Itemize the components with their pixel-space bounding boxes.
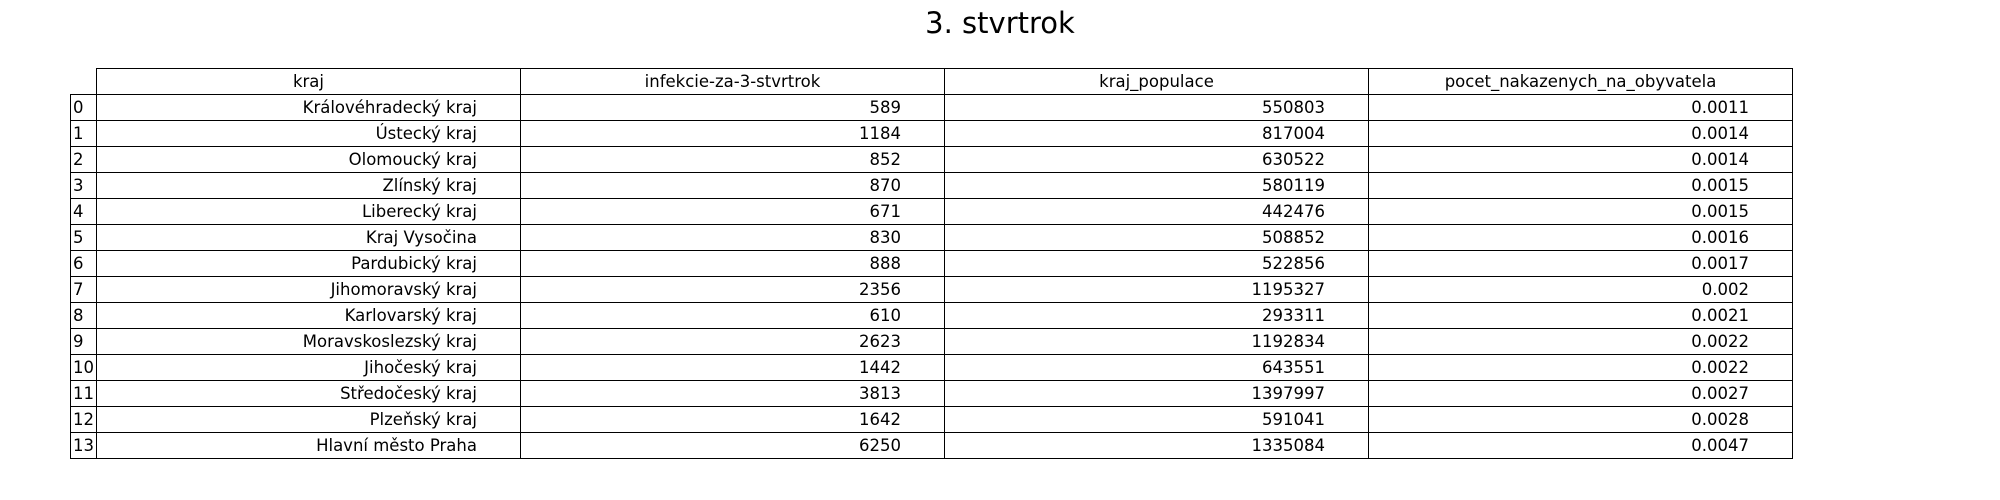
cell-populace: 550803 (944, 94, 1369, 121)
table-row: 12 Plzeňský kraj 1642 591041 0.0028 (70, 406, 1793, 433)
cell-infekcie: 852 (520, 146, 945, 173)
cell-pocet-na-obyvatela: 0.002 (1368, 276, 1793, 303)
row-index: 9 (70, 328, 97, 355)
cell-populace: 591041 (944, 406, 1369, 433)
row-index: 12 (70, 406, 97, 433)
row-index: 7 (70, 276, 97, 303)
cell-infekcie: 1442 (520, 354, 945, 381)
cell-pocet-na-obyvatela: 0.0011 (1368, 94, 1793, 121)
table-row: 9 Moravskoslezský kraj 2623 1192834 0.0022 (70, 328, 1793, 355)
cell-infekcie: 830 (520, 224, 945, 251)
cell-populace: 1397997 (944, 380, 1369, 407)
cell-pocet-na-obyvatela: 0.0022 (1368, 328, 1793, 355)
table-row: 2 Olomoucký kraj 852 630522 0.0014 (70, 146, 1793, 173)
row-index: 8 (70, 302, 97, 329)
table-row: 3 Zlínský kraj 870 580119 0.0015 (70, 172, 1793, 199)
cell-infekcie: 3813 (520, 380, 945, 407)
table-row: 13 Hlavní město Praha 6250 1335084 0.0047 (70, 432, 1793, 459)
cell-kraj: Hlavní město Praha (96, 432, 521, 459)
cell-populace: 293311 (944, 302, 1369, 329)
cell-kraj: Plzeňský kraj (96, 406, 521, 433)
cell-kraj: Středočeský kraj (96, 380, 521, 407)
cell-infekcie: 888 (520, 250, 945, 277)
cell-populace: 643551 (944, 354, 1369, 381)
column-header-infekcie: infekcie-za-3-stvrtrok (520, 68, 945, 95)
cell-populace: 1192834 (944, 328, 1369, 355)
table-row: 8 Karlovarský kraj 610 293311 0.0021 (70, 302, 1793, 329)
cell-kraj: Královéhradecký kraj (96, 94, 521, 121)
cell-populace: 817004 (944, 120, 1369, 147)
cell-kraj: Kraj Vysočina (96, 224, 521, 251)
column-header-populace: kraj_populace (944, 68, 1369, 95)
table-row: 1 Ústecký kraj 1184 817004 0.0014 (70, 120, 1793, 147)
cell-kraj: Karlovarský kraj (96, 302, 521, 329)
cell-populace: 1335084 (944, 432, 1369, 459)
cell-populace: 580119 (944, 172, 1369, 199)
table-row: 7 Jihomoravský kraj 2356 1195327 0.002 (70, 276, 1793, 303)
cell-populace: 630522 (944, 146, 1369, 173)
cell-populace: 442476 (944, 198, 1369, 225)
table-row: 11 Středočeský kraj 3813 1397997 0.0027 (70, 380, 1793, 407)
cell-pocet-na-obyvatela: 0.0014 (1368, 120, 1793, 147)
table-row: 5 Kraj Vysočina 830 508852 0.0016 (70, 224, 1793, 251)
cell-kraj: Ústecký kraj (96, 120, 521, 147)
column-header-pocet-na-obyvatela: pocet_nakazenych_na_obyvatela (1368, 68, 1793, 95)
row-index: 5 (70, 224, 97, 251)
cell-kraj: Liberecký kraj (96, 198, 521, 225)
cell-kraj: Pardubický kraj (96, 250, 521, 277)
table-row: 10 Jihočeský kraj 1442 643551 0.0022 (70, 354, 1793, 381)
cell-populace: 508852 (944, 224, 1369, 251)
cell-infekcie: 2623 (520, 328, 945, 355)
cell-pocet-na-obyvatela: 0.0017 (1368, 250, 1793, 277)
cell-infekcie: 2356 (520, 276, 945, 303)
table-row: 4 Liberecký kraj 671 442476 0.0015 (70, 198, 1793, 225)
cell-pocet-na-obyvatela: 0.0028 (1368, 406, 1793, 433)
row-index: 11 (70, 380, 97, 407)
cell-populace: 522856 (944, 250, 1369, 277)
cell-kraj: Moravskoslezský kraj (96, 328, 521, 355)
table-row: 0 Královéhradecký kraj 589 550803 0.0011 (70, 94, 1793, 121)
row-index: 3 (70, 172, 97, 199)
column-header-kraj: kraj (96, 68, 521, 95)
cell-kraj: Olomoucký kraj (96, 146, 521, 173)
row-index: 0 (70, 94, 97, 121)
table-body: 0 Královéhradecký kraj 589 550803 0.0011 1 Úst… (70, 94, 1793, 459)
cell-pocet-na-obyvatela: 0.0047 (1368, 432, 1793, 459)
index-header-corner (70, 68, 97, 95)
table-row: 6 Pardubický kraj 888 522856 0.0017 (70, 250, 1793, 277)
cell-kraj: Jihočeský kraj (96, 354, 521, 381)
cell-populace: 1195327 (944, 276, 1369, 303)
cell-pocet-na-obyvatela: 0.0027 (1368, 380, 1793, 407)
cell-infekcie: 870 (520, 172, 945, 199)
row-index: 13 (70, 432, 97, 459)
cell-infekcie: 1184 (520, 120, 945, 147)
cell-pocet-na-obyvatela: 0.0016 (1368, 224, 1793, 251)
cell-kraj: Zlínský kraj (96, 172, 521, 199)
cell-infekcie: 6250 (520, 432, 945, 459)
row-index: 4 (70, 198, 97, 225)
cell-infekcie: 1642 (520, 406, 945, 433)
row-index: 2 (70, 146, 97, 173)
chart-title: 3. stvrtrok (925, 6, 1075, 40)
cell-pocet-na-obyvatela: 0.0015 (1368, 198, 1793, 225)
row-index: 1 (70, 120, 97, 147)
row-index: 10 (70, 354, 97, 381)
cell-infekcie: 610 (520, 302, 945, 329)
cell-pocet-na-obyvatela: 0.0022 (1368, 354, 1793, 381)
row-index: 6 (70, 250, 97, 277)
table-header-row: kraj infekcie-za-3-stvrtrok kraj_populac… (70, 68, 1793, 95)
cell-infekcie: 671 (520, 198, 945, 225)
cell-kraj: Jihomoravský kraj (96, 276, 521, 303)
cell-infekcie: 589 (520, 94, 945, 121)
cell-pocet-na-obyvatela: 0.0015 (1368, 172, 1793, 199)
data-table: kraj infekcie-za-3-stvrtrok kraj_populac… (70, 68, 1793, 459)
cell-pocet-na-obyvatela: 0.0014 (1368, 146, 1793, 173)
cell-pocet-na-obyvatela: 0.0021 (1368, 302, 1793, 329)
